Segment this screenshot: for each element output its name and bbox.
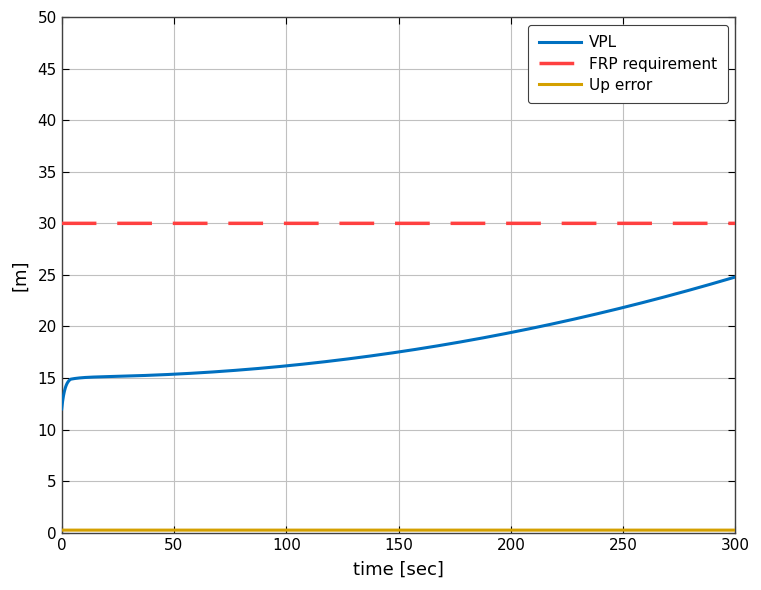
Up error [57, 527, 66, 534]
Up error [174, 527, 183, 534]
Up error [731, 527, 740, 534]
FRP requirement [57, 220, 66, 227]
VPL [57, 405, 66, 412]
VPL [174, 371, 183, 378]
VPL [718, 277, 727, 284]
VPL [134, 372, 143, 379]
Line: VPL: VPL [62, 277, 735, 409]
Up error [718, 527, 727, 534]
Up error [645, 527, 654, 534]
FRP requirement [345, 220, 354, 227]
FRP requirement [174, 220, 183, 227]
FRP requirement [316, 220, 325, 227]
VPL [345, 355, 354, 362]
Legend: VPL, FRP requirement, Up error: VPL, FRP requirement, Up error [528, 25, 728, 103]
FRP requirement [718, 220, 727, 227]
Up error [345, 527, 354, 534]
FRP requirement [645, 220, 654, 227]
Y-axis label: [m]: [m] [11, 259, 29, 291]
FRP requirement [731, 220, 740, 227]
VPL [316, 359, 325, 366]
Up error [134, 527, 143, 534]
Up error [316, 527, 325, 534]
FRP requirement [134, 220, 143, 227]
X-axis label: time [sec]: time [sec] [353, 561, 444, 579]
VPL [731, 273, 740, 280]
VPL [645, 297, 654, 304]
